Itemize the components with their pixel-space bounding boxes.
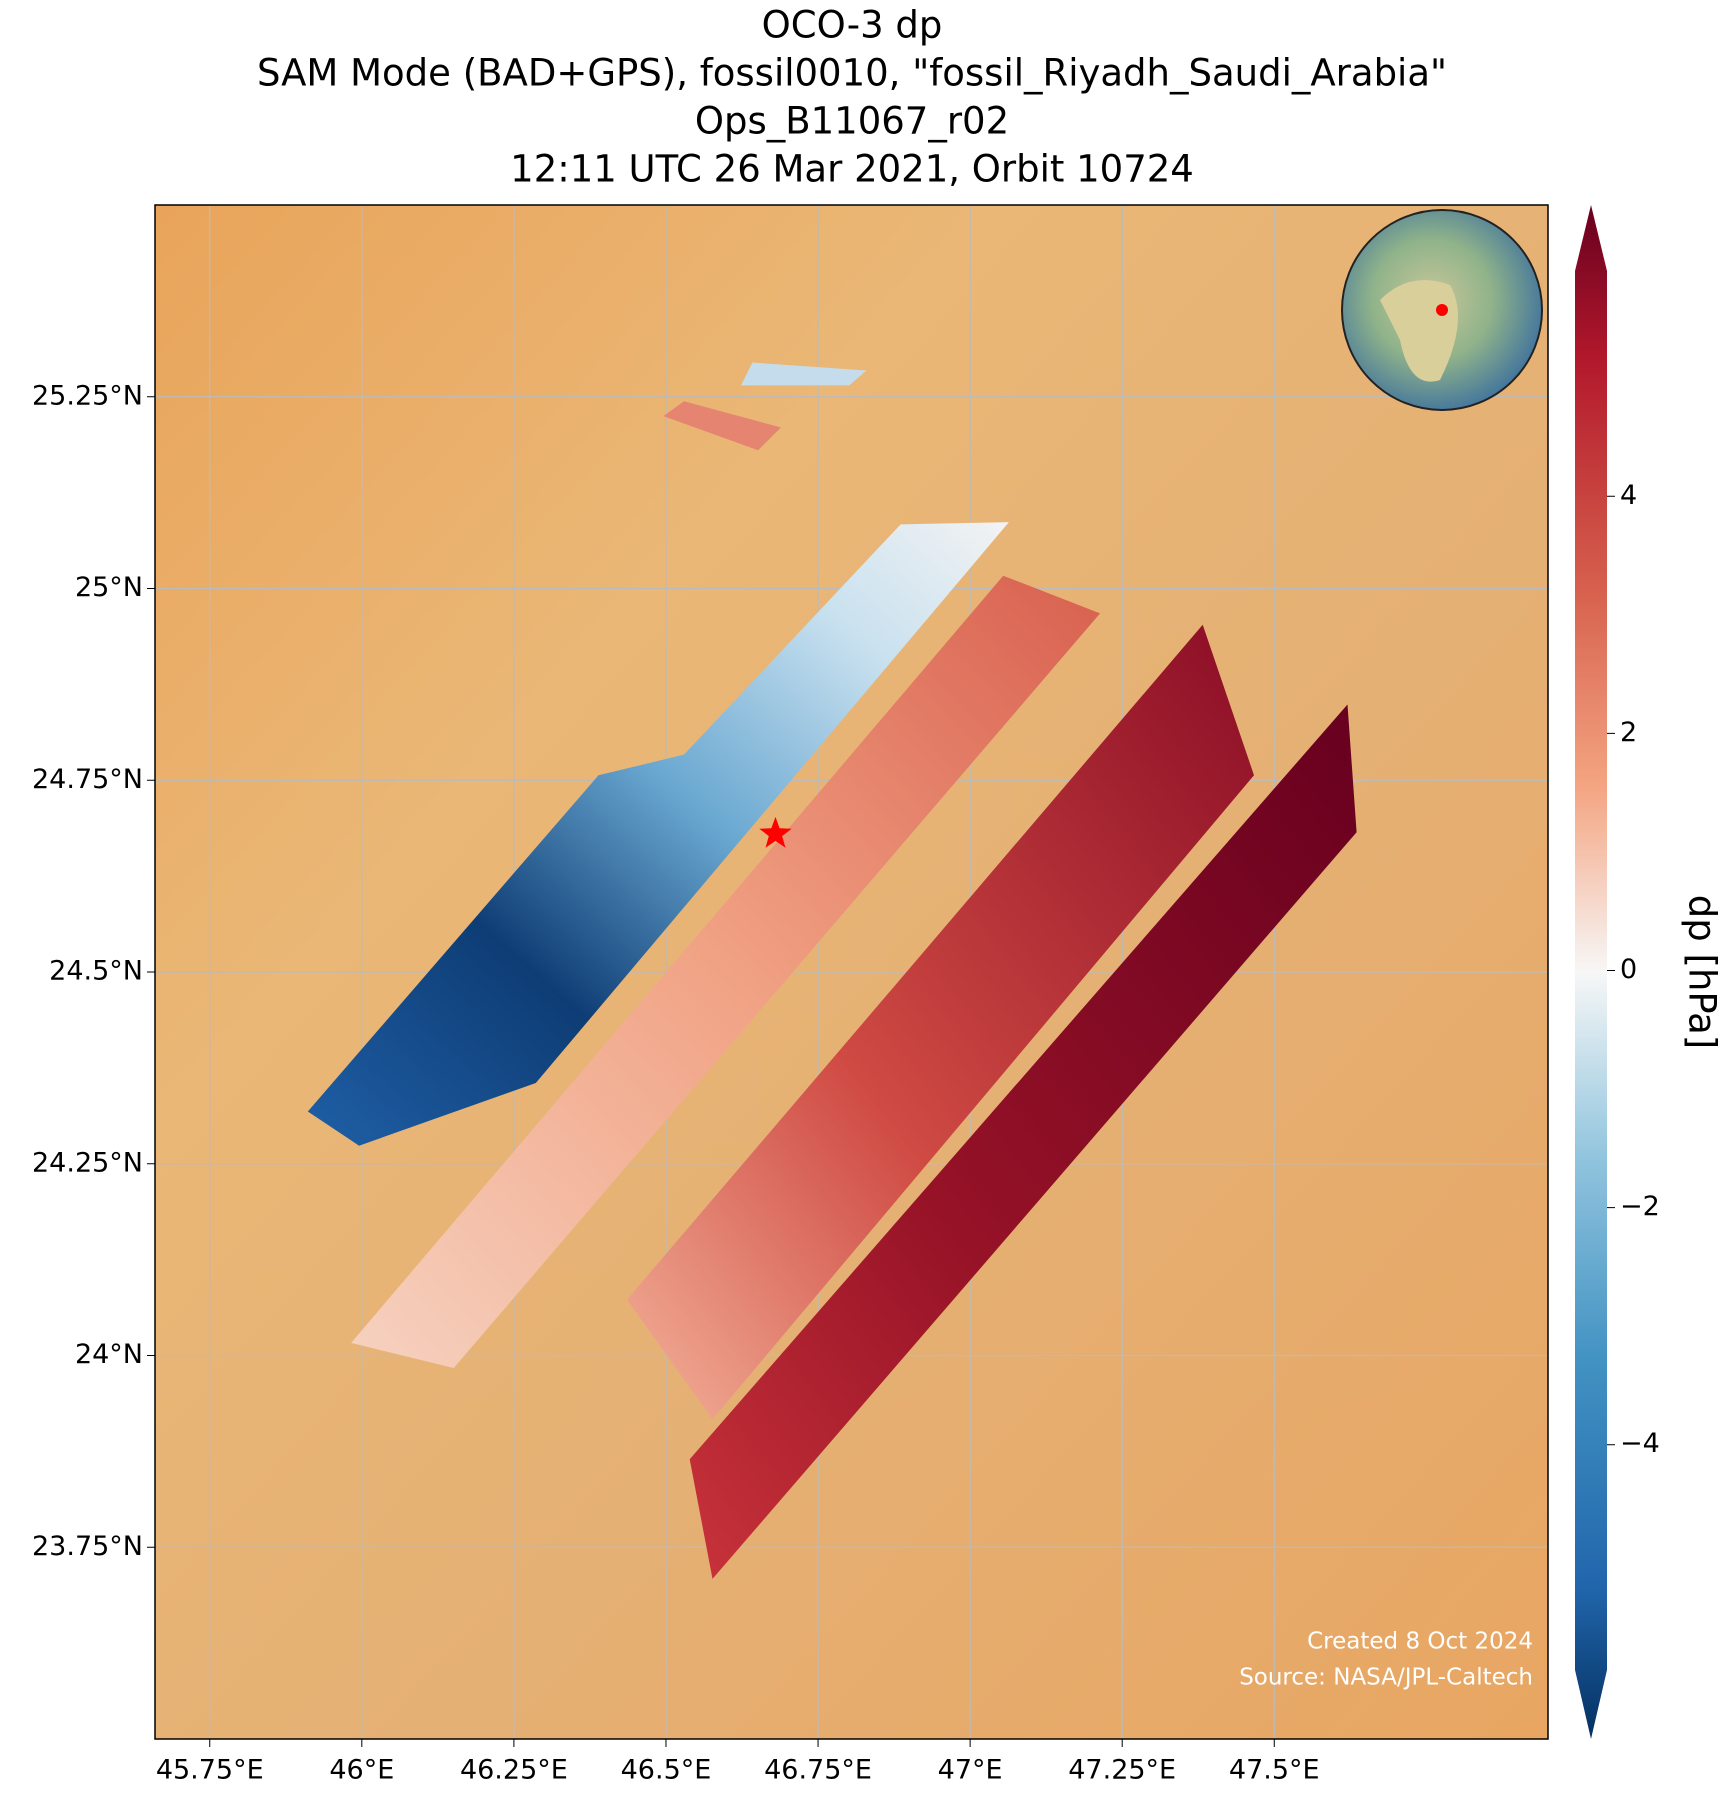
chart-title: Ops_B11067_r02 [695, 100, 1009, 143]
chart-title: SAM Mode (BAD+GPS), fossil0010, "fossil_… [257, 52, 1447, 95]
x-tick-label: 47.25°E [1068, 1755, 1176, 1786]
chart-title: OCO-3 dp [762, 4, 943, 47]
swath [663, 401, 781, 451]
swaths [307, 362, 1357, 1579]
x-tick-label: 46.25°E [460, 1755, 568, 1786]
credit: Created 8 Oct 2024 [1307, 1629, 1533, 1655]
swath [689, 704, 1357, 1579]
colorbar-tick-label: −4 [1620, 1428, 1660, 1459]
swath [351, 575, 1101, 1368]
y-tick-label: 24.25°N [32, 1147, 143, 1178]
y-tick-label: 23.75°N [32, 1531, 143, 1562]
colorbar [1575, 205, 1607, 1739]
colorbar-label: dp [hPa] [1681, 895, 1724, 1049]
y-tick-label: 24°N [75, 1339, 143, 1370]
colorbar-tick-label: 0 [1620, 954, 1637, 985]
y-tick-label: 25°N [75, 572, 143, 603]
swath [741, 362, 867, 386]
y-tick-label: 24.75°N [32, 764, 143, 795]
colorbar-tick-label: 4 [1620, 480, 1637, 511]
credit: Source: NASA/JPL-Caltech [1239, 1665, 1533, 1691]
target-marker [759, 816, 792, 848]
x-tick-label: 46.5°E [621, 1755, 712, 1786]
x-tick-label: 47°E [938, 1755, 1003, 1786]
globe-inset [1341, 209, 1543, 411]
x-tick-label: 46.75°E [764, 1755, 872, 1786]
colorbar-tick-label: −2 [1620, 1191, 1660, 1222]
x-tick-label: 47.5°E [1229, 1755, 1320, 1786]
y-tick-label: 25.25°N [32, 380, 143, 411]
colorbar-tick-label: 2 [1620, 717, 1637, 748]
x-tick-label: 46°E [329, 1755, 394, 1786]
swath [307, 522, 1009, 1146]
y-tick-label: 24.5°N [49, 956, 143, 987]
x-tick-label: 45.75°E [156, 1755, 264, 1786]
chart-title: 12:11 UTC 26 Mar 2021, Orbit 10724 [510, 148, 1194, 191]
swath [627, 624, 1254, 1420]
